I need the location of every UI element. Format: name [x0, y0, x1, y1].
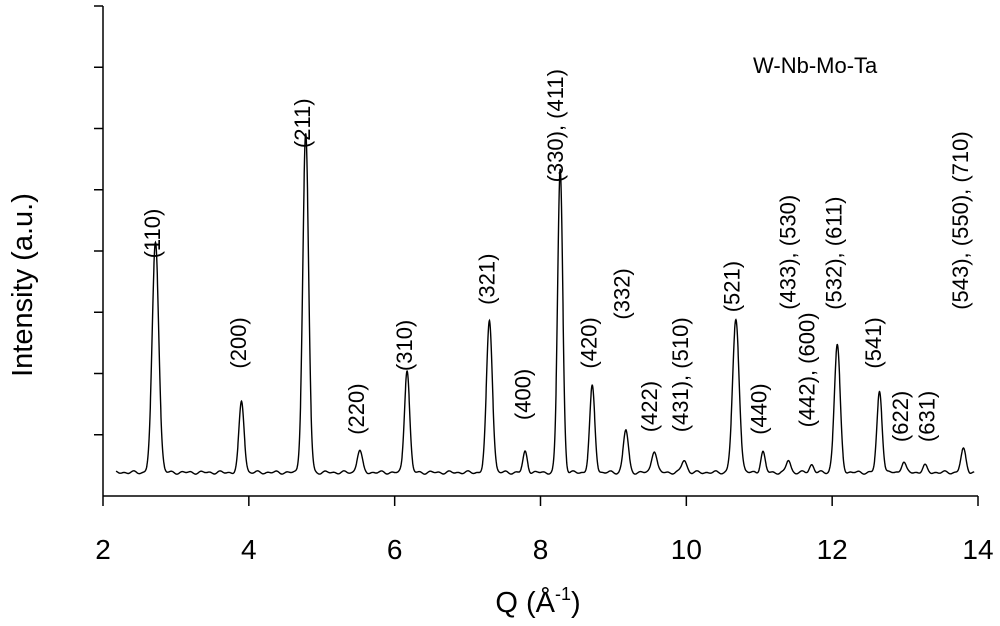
- x-axis-title-main: Q (Å: [495, 586, 555, 619]
- x-tick-label: 14: [962, 534, 993, 565]
- x-tick-label: 4: [241, 534, 257, 565]
- x-tick-label: 10: [671, 534, 702, 565]
- x-axis-title-close: ): [571, 587, 581, 619]
- x-tick-label: 2: [95, 534, 111, 565]
- peak-label: (521): [720, 261, 745, 312]
- peak-label: (431), (510): [668, 317, 693, 432]
- x-tick-label: 8: [533, 534, 549, 565]
- peak-label: (200): [226, 317, 251, 368]
- x-ticks: 2 4 6 8 10 12 14: [95, 496, 994, 565]
- peak-label: (330), (411): [543, 69, 568, 182]
- x-axis-title-sup: -1: [555, 584, 571, 604]
- peak-label: (532), (611): [822, 196, 847, 309]
- peak-label: (631): [914, 391, 939, 442]
- peak-label: (422): [637, 381, 662, 432]
- peak-label: (543), (550), (710): [948, 131, 973, 310]
- y-ticks: [94, 5, 103, 436]
- peak-label: (400): [510, 369, 535, 420]
- peak-label: (433), (530): [776, 195, 801, 310]
- peak-label: (211): [290, 98, 315, 148]
- peak-label: (440): [747, 383, 772, 434]
- peak-label: (110): [140, 209, 165, 259]
- peak-label: (310): [392, 320, 417, 371]
- peak-label: (321): [475, 254, 500, 305]
- peak-label: (541): [861, 317, 886, 368]
- peak-label: (220): [344, 383, 369, 434]
- peak-label: (622): [888, 391, 913, 442]
- y-axis-title: Intensity (a.u.): [7, 193, 39, 377]
- peak-label: (420): [577, 317, 602, 368]
- x-tick-label: 12: [817, 534, 848, 565]
- x-axis-title: Q (Å-1): [495, 584, 580, 619]
- peak-labels: (110) (200) (211) (220) (310) (321) (400) (330)…: [140, 69, 973, 442]
- peak-label: (332): [610, 268, 635, 319]
- diffraction-trace: [115, 133, 975, 475]
- x-tick-label: 6: [387, 534, 403, 565]
- axes: [102, 6, 978, 497]
- sample-annotation: W-Nb-Mo-Ta: [753, 53, 878, 78]
- peak-label: (442), (600): [795, 312, 820, 427]
